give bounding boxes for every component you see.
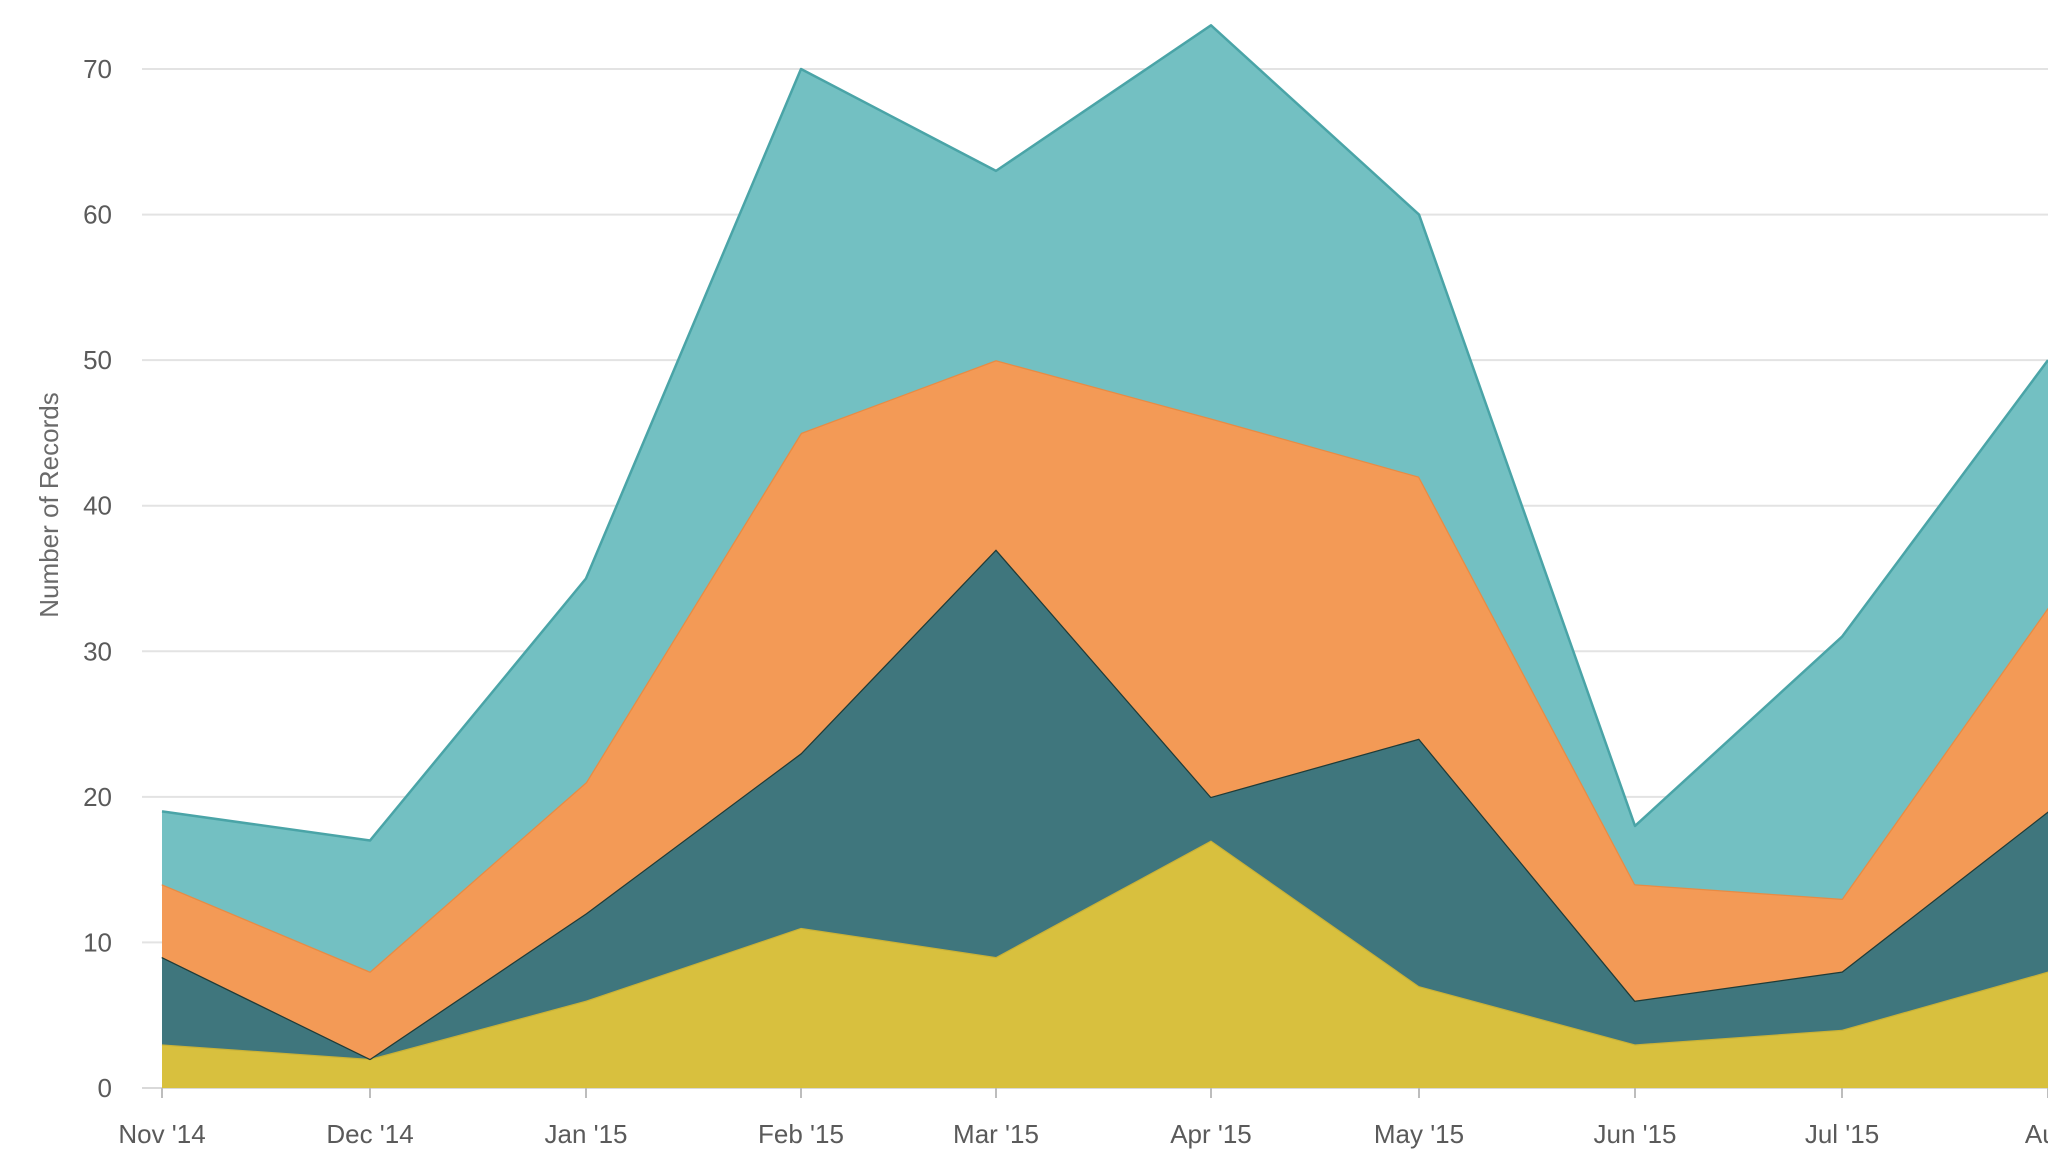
x-tick-label: Apr '15 <box>1170 1119 1252 1149</box>
y-tick-label: 20 <box>83 782 112 812</box>
y-tick-label: 70 <box>83 54 112 84</box>
y-axis-title: Number of Records <box>34 392 64 617</box>
axis-layer: Nov '14 Dec '14 Jan '15 Feb '15 Mar '15 Apr '… <box>118 1088 2048 1149</box>
x-tick-label: Feb '15 <box>758 1119 844 1149</box>
x-tick-label: Jan '15 <box>544 1119 627 1149</box>
x-tick-label: Jul '15 <box>1805 1119 1879 1149</box>
y-tick-label: 60 <box>83 200 112 230</box>
areas-layer <box>161 24 2048 1088</box>
x-tick-label: Aug <box>2025 1119 2048 1149</box>
x-tick-label: May '15 <box>1374 1119 1464 1149</box>
x-tick-label: Mar '15 <box>953 1119 1039 1149</box>
x-tick-label: Jun '15 <box>1593 1119 1676 1149</box>
y-tick-label: 0 <box>98 1073 112 1103</box>
x-tick-label: Dec '14 <box>326 1119 413 1149</box>
y-tick-label: 40 <box>83 491 112 521</box>
area-series-1 <box>162 840 2048 1088</box>
y-tick-label: 10 <box>83 927 112 957</box>
y-tick-label: 50 <box>83 345 112 375</box>
area-series-4 <box>162 25 2048 972</box>
y-tick-label: 30 <box>83 636 112 666</box>
x-tick-label: Nov '14 <box>118 1119 205 1149</box>
series-line-4 <box>161 24 2048 842</box>
area-series-3 <box>162 360 2048 1059</box>
